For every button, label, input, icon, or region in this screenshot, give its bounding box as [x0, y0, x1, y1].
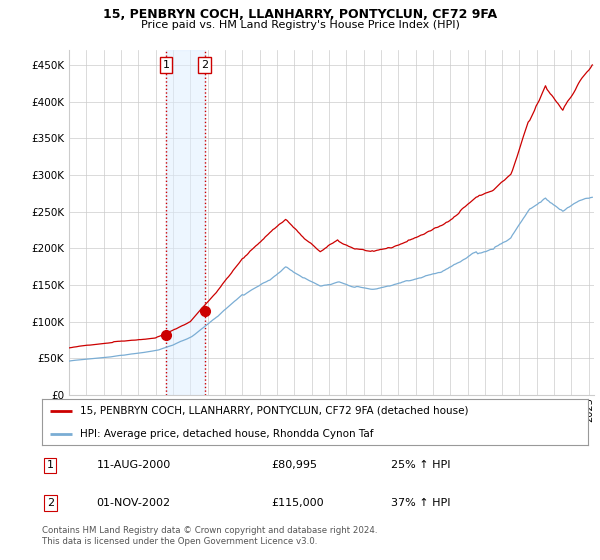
Text: 2: 2 [201, 60, 208, 70]
Text: Price paid vs. HM Land Registry's House Price Index (HPI): Price paid vs. HM Land Registry's House … [140, 20, 460, 30]
Text: HPI: Average price, detached house, Rhondda Cynon Taf: HPI: Average price, detached house, Rhon… [80, 429, 374, 438]
Text: 15, PENBRYN COCH, LLANHARRY, PONTYCLUN, CF72 9FA (detached house): 15, PENBRYN COCH, LLANHARRY, PONTYCLUN, … [80, 406, 469, 416]
Text: 25% ↑ HPI: 25% ↑ HPI [391, 460, 451, 470]
Text: £80,995: £80,995 [271, 460, 317, 470]
Text: 1: 1 [47, 460, 53, 470]
Text: 1: 1 [163, 60, 170, 70]
Text: 2: 2 [47, 498, 54, 508]
Text: 37% ↑ HPI: 37% ↑ HPI [391, 498, 451, 508]
Text: Contains HM Land Registry data © Crown copyright and database right 2024.
This d: Contains HM Land Registry data © Crown c… [42, 526, 377, 546]
Bar [166, 50, 205, 395]
Text: 01-NOV-2002: 01-NOV-2002 [97, 498, 171, 508]
Text: £115,000: £115,000 [271, 498, 324, 508]
Text: 11-AUG-2000: 11-AUG-2000 [97, 460, 171, 470]
Text: 15, PENBRYN COCH, LLANHARRY, PONTYCLUN, CF72 9FA: 15, PENBRYN COCH, LLANHARRY, PONTYCLUN, … [103, 8, 497, 21]
